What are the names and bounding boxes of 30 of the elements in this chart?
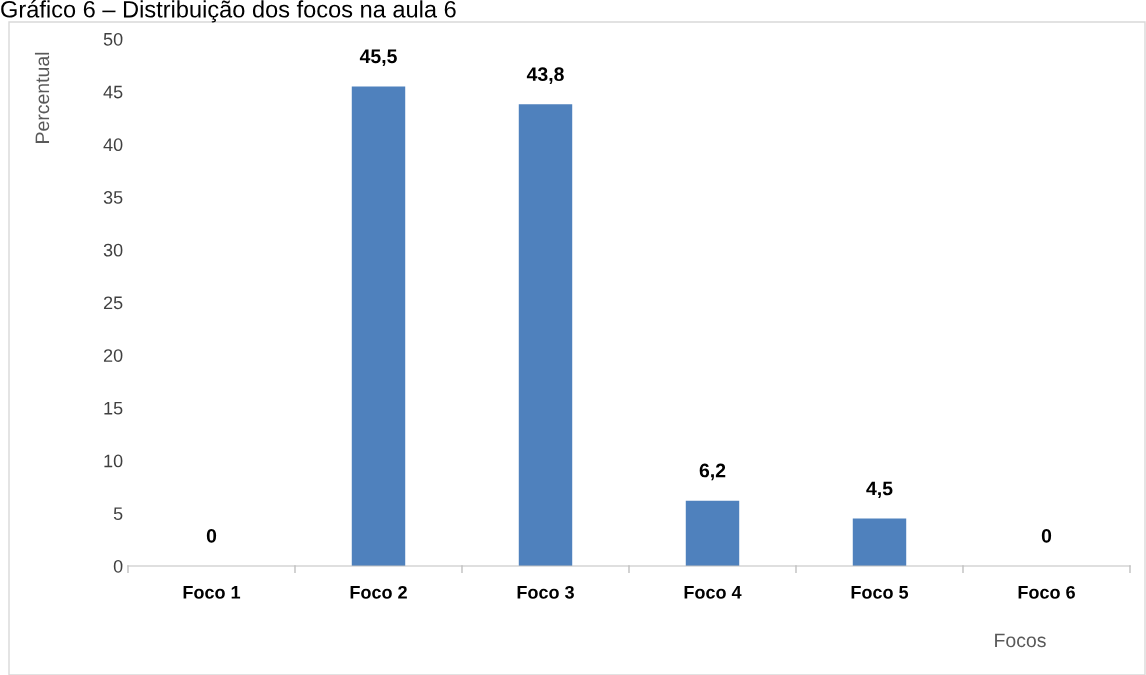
bar <box>852 518 907 566</box>
y-tick-label: 5 <box>113 507 123 521</box>
data-label: 43,8 <box>526 67 564 84</box>
x-tick-label: Foco 1 <box>183 586 241 599</box>
y-tick-label: 35 <box>103 191 123 204</box>
y-tick-label: 20 <box>103 349 123 362</box>
x-tick-label: Foco 6 <box>1018 585 1075 599</box>
y-axis-title: Percentual <box>34 52 50 143</box>
x-axis-title: Focos <box>995 633 1046 648</box>
x-tick-label: Foco 5 <box>851 586 909 599</box>
y-tick-label: 10 <box>104 454 123 468</box>
bar <box>518 104 573 566</box>
y-tick-label: 25 <box>103 296 123 310</box>
y-tick-label: 50 <box>103 32 123 46</box>
y-tick-label: 40 <box>103 138 123 152</box>
y-tick-label: 30 <box>103 243 123 257</box>
y-tick-label: 0 <box>113 559 123 573</box>
bar <box>685 500 740 566</box>
x-tick-label: Foco 4 <box>684 586 742 599</box>
data-label: 6,2 <box>699 463 726 481</box>
x-tick-label: Foco 3 <box>517 585 574 599</box>
data-label: 4,5 <box>866 481 893 499</box>
data-label: 0 <box>1041 528 1052 543</box>
x-tick-label: Foco 2 <box>350 585 407 599</box>
data-label: 0 <box>206 528 217 543</box>
data-label: 45,5 <box>359 49 397 66</box>
y-tick-label: 15 <box>104 402 123 415</box>
y-tick-label: 45 <box>103 85 123 99</box>
bar <box>351 86 406 566</box>
chart-title: Gráfico 6 – Distribuição dos focos na aula 6 <box>1 0 456 23</box>
